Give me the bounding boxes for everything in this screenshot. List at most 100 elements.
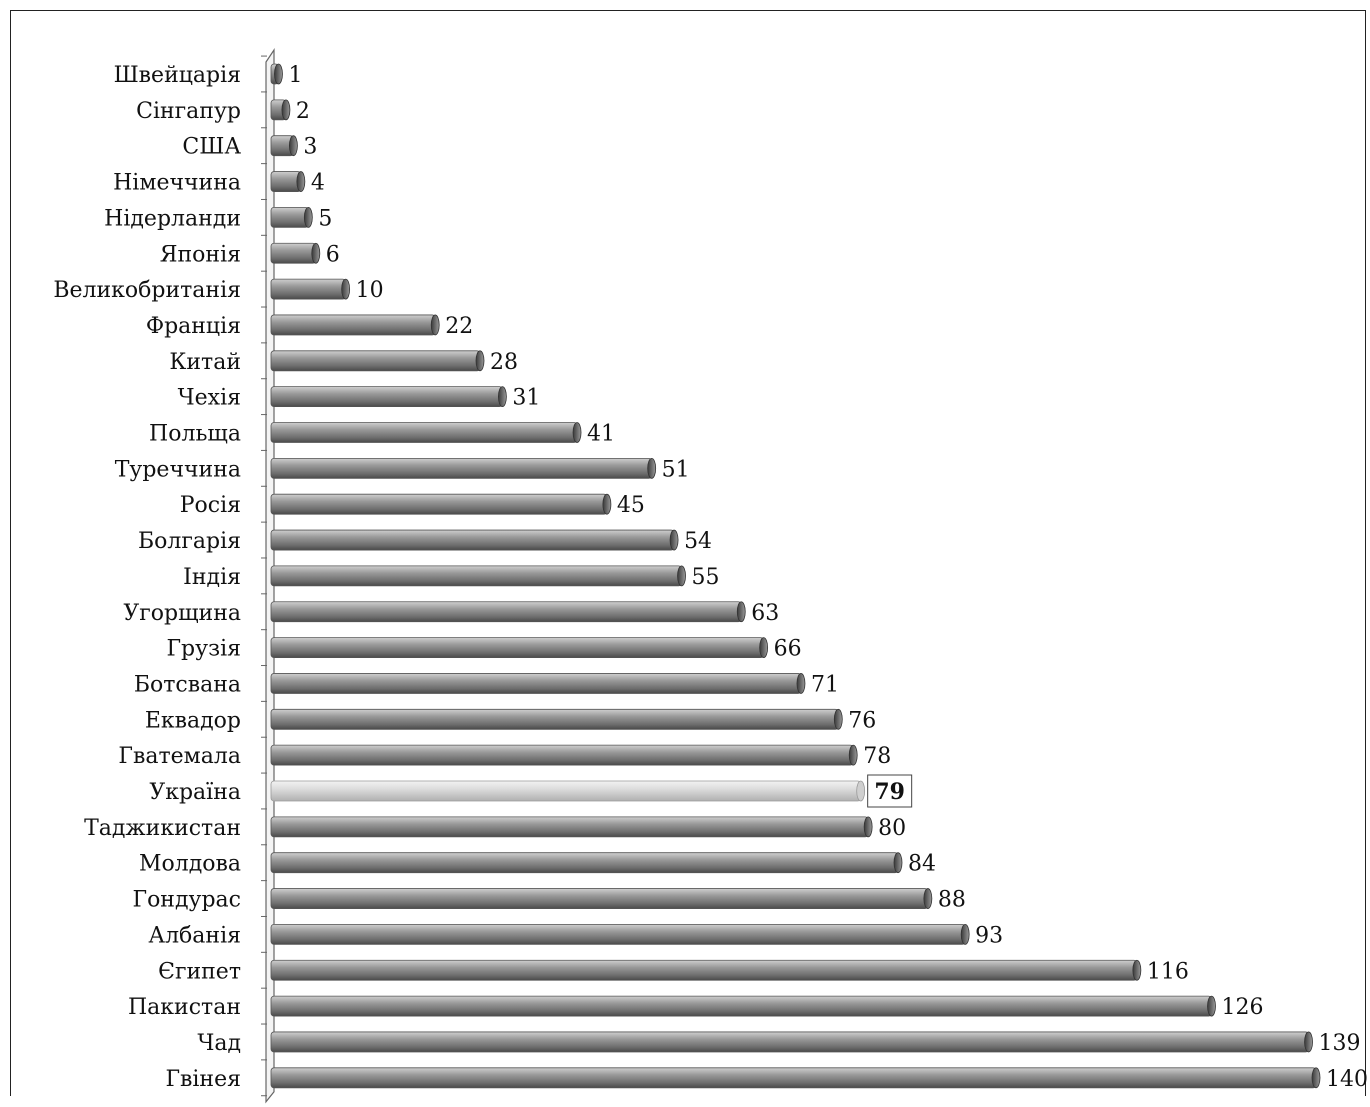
bar-cap — [311, 242, 321, 264]
bar-cap — [647, 457, 657, 479]
bar-cap — [303, 206, 313, 228]
bar-cap — [1304, 1031, 1313, 1053]
value-label: 78 — [863, 744, 891, 769]
value-label: 4 — [311, 171, 325, 196]
bar-cap — [669, 529, 679, 551]
category-label: Ботсвана — [134, 672, 241, 697]
value-label: 88 — [938, 888, 966, 913]
category-label: Великобританія — [53, 278, 241, 303]
value-label: 22 — [445, 314, 473, 339]
bar-cap — [677, 565, 686, 587]
bar-cap — [848, 744, 858, 766]
bar — [270, 565, 682, 587]
value-label: 140 — [1326, 1067, 1368, 1092]
value-label: 116 — [1147, 959, 1189, 984]
bar — [270, 601, 742, 623]
bar — [270, 457, 653, 479]
category-label: Албанія — [148, 923, 241, 948]
category-label: Німеччина — [113, 171, 241, 196]
bar-cap — [863, 816, 873, 838]
bar-cap — [1132, 959, 1142, 981]
value-label: 41 — [587, 422, 615, 447]
category-label: Україна — [149, 780, 241, 805]
bar-cap — [274, 63, 283, 85]
value-label: 126 — [1222, 995, 1264, 1020]
bar-cap — [296, 171, 306, 192]
bar-cap — [833, 708, 843, 730]
value-label: 93 — [975, 923, 1003, 948]
category-label: Китай — [169, 350, 241, 375]
axis-layer — [261, 48, 275, 1104]
bar — [270, 744, 854, 766]
value-label: 66 — [774, 637, 802, 662]
category-label: Єгипет — [158, 959, 241, 984]
bar-cap — [602, 493, 612, 515]
category-label: Болгарія — [138, 529, 241, 554]
bar-cap — [759, 637, 769, 658]
bar — [270, 493, 608, 515]
bars-layer — [270, 63, 1321, 1089]
category-label: Молдова — [139, 852, 241, 877]
value-label-box — [867, 774, 913, 808]
bar-cap — [960, 924, 970, 945]
value-label: 51 — [662, 457, 690, 482]
bar — [270, 816, 869, 838]
bar — [270, 1067, 1317, 1089]
value-label: 31 — [512, 386, 540, 411]
value-label: 79 — [874, 779, 905, 805]
bar-cap — [572, 422, 582, 443]
bar-cap — [497, 386, 507, 408]
value-label: 84 — [908, 852, 936, 877]
bar-cap — [288, 135, 298, 157]
bar — [270, 852, 899, 874]
category-label: Росія — [180, 493, 241, 518]
bar-cap — [281, 99, 291, 121]
category-label: Таджикистан — [84, 816, 241, 841]
category-label: Чехія — [178, 386, 241, 411]
bar-cap — [475, 350, 485, 372]
labels-layer: Швейцарія 1 Сінгапур 2 США 3 Німеччина 4 Нідерла… — [53, 63, 1368, 1092]
value-label: 6 — [326, 242, 340, 267]
category-label: США — [182, 135, 241, 160]
category-label: Угорщина — [123, 601, 241, 626]
value-label: 2 — [296, 99, 310, 124]
bar — [270, 708, 839, 730]
bar — [270, 995, 1212, 1017]
bar — [270, 422, 578, 443]
category-label: Еквадор — [145, 708, 241, 733]
bar-cap — [856, 780, 866, 802]
bar — [270, 924, 966, 945]
category-label: Швейцарія — [114, 63, 241, 88]
value-label: 10 — [356, 278, 384, 303]
value-label: 76 — [848, 708, 876, 733]
value-label: 71 — [811, 672, 839, 697]
chart-frame: Швейцарія 1 Сінгапур 2 США 3 Німеччина 4 Нідерла… — [10, 10, 1368, 1104]
bar — [270, 386, 503, 408]
category-label: Пакистан — [128, 995, 241, 1020]
bar-cap — [1207, 995, 1216, 1017]
value-label: 28 — [490, 350, 518, 375]
value-label: 45 — [617, 493, 645, 518]
category-label: Гватемала — [118, 744, 241, 769]
bar-cap — [893, 852, 903, 874]
value-label: 80 — [878, 816, 906, 841]
bar-chart: Швейцарія 1 Сінгапур 2 США 3 Німеччина 4 Нідерла… — [53, 48, 1368, 1104]
value-label: 55 — [692, 565, 720, 590]
bar — [270, 780, 862, 802]
category-label: Грузія — [166, 637, 241, 662]
category-label: Гондурас — [133, 888, 242, 913]
category-label: Японія — [160, 242, 241, 267]
category-label: Гвінея — [165, 1067, 241, 1092]
bar — [270, 350, 481, 372]
bar-cap — [430, 314, 440, 336]
bar — [270, 171, 302, 192]
category-label: Сінгапур — [136, 99, 241, 124]
value-label: 3 — [303, 135, 317, 160]
bar — [270, 529, 675, 551]
value-label: 5 — [318, 206, 332, 231]
category-label: Нідерланди — [104, 206, 241, 231]
bar — [270, 888, 929, 909]
category-label: Польща — [149, 422, 241, 447]
bar — [270, 314, 436, 336]
bar — [270, 206, 309, 228]
